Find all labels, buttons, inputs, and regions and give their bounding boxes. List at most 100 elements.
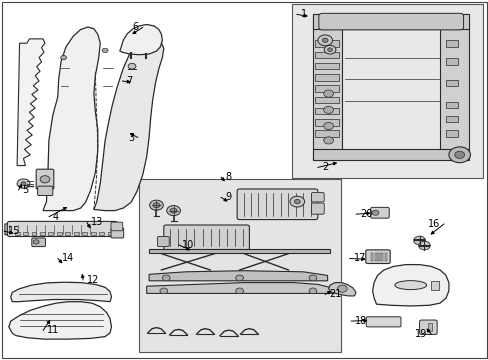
Circle shape bbox=[160, 288, 167, 294]
Circle shape bbox=[61, 55, 66, 60]
Polygon shape bbox=[17, 39, 45, 166]
Polygon shape bbox=[146, 283, 332, 293]
Polygon shape bbox=[439, 14, 468, 158]
Polygon shape bbox=[312, 14, 342, 160]
Bar bbox=[445, 102, 457, 108]
Bar bbox=[82, 232, 87, 235]
FancyBboxPatch shape bbox=[370, 207, 388, 218]
Ellipse shape bbox=[394, 281, 426, 289]
Circle shape bbox=[153, 203, 160, 208]
Bar bbox=[315, 51, 338, 58]
Text: 13: 13 bbox=[91, 217, 103, 228]
Bar bbox=[445, 116, 457, 122]
Bar bbox=[312, 14, 468, 29]
Text: 6: 6 bbox=[132, 22, 139, 32]
Bar bbox=[90, 232, 95, 235]
Polygon shape bbox=[43, 27, 100, 211]
Polygon shape bbox=[372, 265, 448, 306]
Polygon shape bbox=[328, 283, 355, 296]
Bar bbox=[292, 4, 482, 178]
Circle shape bbox=[418, 241, 429, 250]
FancyBboxPatch shape bbox=[318, 13, 463, 30]
Polygon shape bbox=[94, 38, 163, 211]
Bar bbox=[315, 108, 338, 114]
Text: 11: 11 bbox=[47, 325, 59, 336]
Bar bbox=[445, 130, 457, 137]
Bar bbox=[312, 149, 468, 160]
Bar bbox=[315, 85, 338, 92]
Circle shape bbox=[323, 122, 333, 130]
Bar bbox=[445, 80, 457, 86]
Text: 1: 1 bbox=[300, 9, 306, 19]
Text: 19: 19 bbox=[414, 329, 427, 339]
Circle shape bbox=[162, 275, 170, 281]
Circle shape bbox=[317, 35, 332, 46]
FancyBboxPatch shape bbox=[157, 237, 169, 247]
Text: 16: 16 bbox=[427, 219, 439, 229]
Circle shape bbox=[235, 275, 243, 281]
Circle shape bbox=[21, 182, 26, 185]
Circle shape bbox=[40, 176, 50, 183]
Circle shape bbox=[337, 285, 346, 292]
Bar bbox=[384, 253, 386, 261]
Circle shape bbox=[308, 275, 316, 281]
Bar bbox=[32, 232, 37, 235]
Polygon shape bbox=[149, 271, 327, 281]
Text: 7: 7 bbox=[126, 76, 132, 86]
Circle shape bbox=[323, 137, 333, 144]
Text: 8: 8 bbox=[224, 172, 231, 182]
Polygon shape bbox=[5, 224, 117, 235]
Bar bbox=[315, 40, 338, 47]
Text: 18: 18 bbox=[354, 316, 366, 326]
Text: 5: 5 bbox=[22, 185, 29, 195]
Text: 3: 3 bbox=[127, 132, 134, 143]
Circle shape bbox=[448, 147, 469, 163]
Polygon shape bbox=[11, 282, 111, 302]
FancyBboxPatch shape bbox=[38, 186, 53, 195]
Text: 2: 2 bbox=[321, 162, 327, 172]
Bar bbox=[74, 232, 79, 235]
Circle shape bbox=[308, 288, 316, 294]
FancyBboxPatch shape bbox=[32, 238, 45, 247]
Text: 15: 15 bbox=[8, 226, 20, 236]
Circle shape bbox=[371, 210, 378, 215]
Bar bbox=[149, 249, 329, 253]
Circle shape bbox=[323, 106, 333, 113]
Circle shape bbox=[413, 236, 425, 245]
Bar bbox=[315, 74, 338, 81]
Text: 20: 20 bbox=[359, 209, 371, 219]
Bar bbox=[57, 232, 61, 235]
Bar bbox=[370, 253, 372, 261]
Bar bbox=[139, 179, 341, 352]
Circle shape bbox=[323, 90, 333, 97]
Bar bbox=[65, 232, 70, 235]
Bar bbox=[315, 119, 338, 126]
Circle shape bbox=[17, 179, 30, 188]
Circle shape bbox=[324, 45, 335, 54]
Circle shape bbox=[322, 38, 327, 42]
Polygon shape bbox=[120, 24, 162, 55]
Circle shape bbox=[149, 200, 163, 210]
FancyBboxPatch shape bbox=[366, 317, 400, 327]
Circle shape bbox=[327, 48, 332, 51]
Circle shape bbox=[33, 240, 39, 244]
FancyBboxPatch shape bbox=[111, 228, 123, 238]
Bar bbox=[427, 323, 431, 331]
Circle shape bbox=[454, 151, 464, 158]
Circle shape bbox=[170, 208, 177, 213]
Bar bbox=[315, 63, 338, 69]
FancyBboxPatch shape bbox=[365, 250, 389, 264]
Bar bbox=[48, 232, 53, 235]
FancyBboxPatch shape bbox=[36, 169, 54, 189]
Text: 10: 10 bbox=[182, 240, 194, 250]
Text: 17: 17 bbox=[353, 253, 365, 264]
Circle shape bbox=[128, 63, 136, 69]
Bar bbox=[315, 96, 338, 103]
Circle shape bbox=[289, 196, 304, 207]
FancyBboxPatch shape bbox=[7, 221, 117, 237]
Bar bbox=[445, 40, 457, 47]
Circle shape bbox=[235, 288, 243, 294]
Text: 4: 4 bbox=[53, 212, 59, 222]
Bar bbox=[107, 232, 112, 235]
Circle shape bbox=[102, 48, 108, 53]
